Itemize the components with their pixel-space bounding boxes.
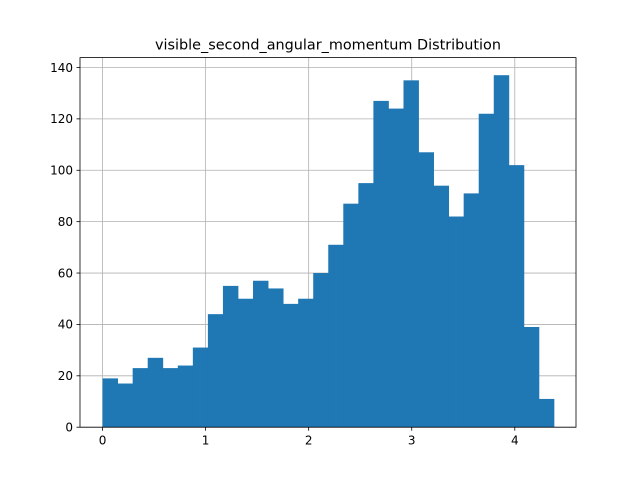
histogram-bar	[283, 303, 299, 428]
histogram-bar	[538, 398, 555, 428]
histogram-bar	[132, 368, 149, 428]
histogram-bar	[433, 185, 450, 428]
y-axis-ticks: 0 20 40 60 80 100 120 140	[50, 61, 80, 435]
histogram-bar	[268, 288, 284, 428]
y-tick-label: 80	[58, 215, 73, 229]
histogram-bar	[102, 378, 119, 428]
histogram-bar	[373, 100, 389, 428]
x-tick-label: 1	[202, 434, 210, 448]
histogram-bar	[463, 193, 480, 428]
y-tick-label: 120	[50, 112, 73, 126]
histogram-bars	[102, 75, 555, 428]
axes-frame	[79, 57, 577, 428]
histogram-bar	[388, 108, 404, 428]
histogram-bar	[418, 152, 434, 428]
y-tick-label: 140	[50, 61, 73, 75]
histogram-bar	[237, 298, 254, 428]
histogram-bar	[403, 80, 419, 428]
x-tick-label: 0	[99, 434, 107, 448]
histogram-bar	[162, 368, 179, 428]
histogram-bar	[253, 280, 269, 428]
histogram-bar	[177, 365, 194, 428]
histogram-bar	[493, 75, 510, 428]
histogram-bar	[313, 273, 329, 428]
y-tick-label: 100	[50, 164, 73, 178]
x-tick-label: 4	[511, 434, 519, 448]
histogram-bar	[222, 285, 239, 428]
y-tick-label: 20	[58, 369, 73, 383]
histogram-bar	[117, 383, 134, 428]
x-axis-ticks: 0 1 2 3 4	[99, 427, 519, 448]
chart-title: visible_second_angular_momentum Distribu…	[155, 38, 501, 54]
histogram-bar	[147, 357, 164, 428]
histogram-bar	[343, 203, 359, 428]
histogram-bar	[328, 244, 344, 428]
histogram-bar	[523, 326, 540, 428]
histogram-bar	[508, 165, 525, 428]
y-tick-label: 40	[58, 318, 73, 332]
histogram-bar	[192, 347, 209, 428]
histogram-bar	[358, 183, 374, 428]
histogram-bar	[448, 216, 465, 428]
x-tick-label: 3	[408, 434, 416, 448]
y-tick-label: 0	[65, 421, 73, 435]
x-tick-label: 2	[305, 434, 313, 448]
histogram-bar	[478, 113, 495, 428]
y-tick-label: 60	[58, 266, 73, 280]
histogram-bar	[207, 314, 224, 428]
histogram-bar	[298, 298, 314, 428]
